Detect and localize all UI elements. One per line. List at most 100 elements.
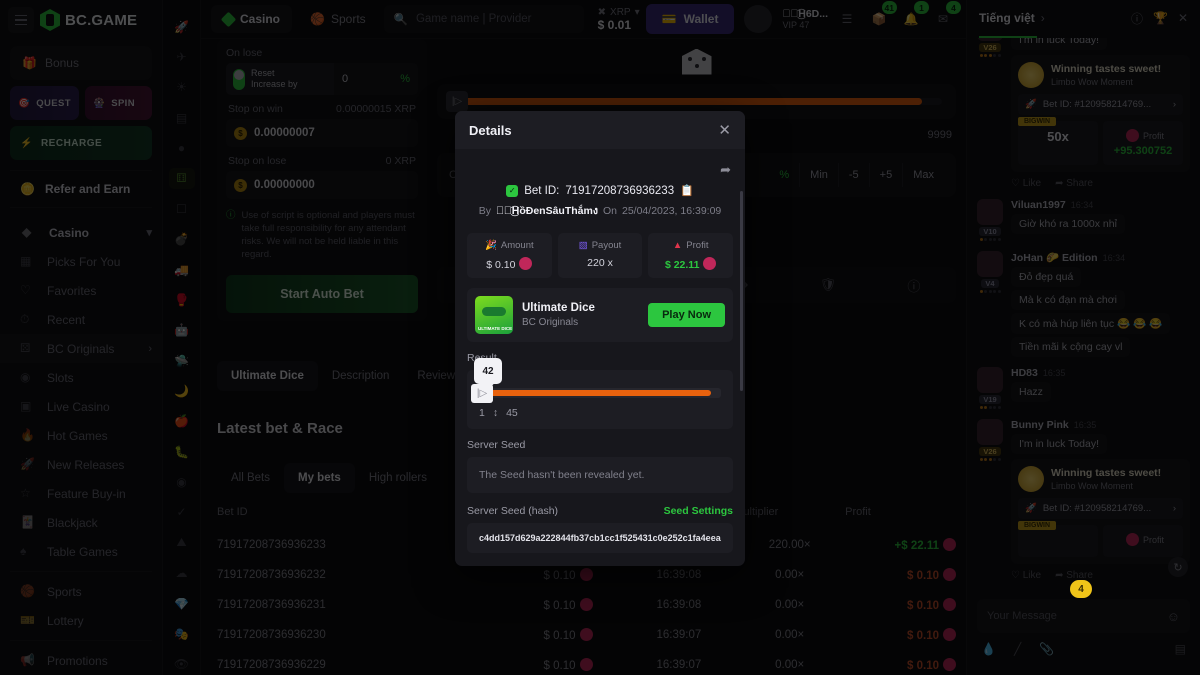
sidebar-item-new-releases[interactable]: 🚀 New Releases <box>0 450 162 479</box>
share-button[interactable]: ➦ Share <box>1055 178 1093 189</box>
rail-robot-icon[interactable]: 🤖 <box>174 323 189 338</box>
chat-message-input[interactable]: Your Message ☺ <box>977 599 1190 633</box>
avatar[interactable]: V10 <box>977 199 1003 241</box>
attachment-icon[interactable]: 📎 <box>1039 642 1055 656</box>
sidebar-item-bc-originals[interactable]: ⚄ BC Originals › <box>0 334 162 363</box>
win-card[interactable]: Winning tastes sweet! Limbo Wow Moment 🚀 Be… <box>1011 55 1190 172</box>
menu-toggle-icon[interactable] <box>8 7 34 33</box>
win-bet-id[interactable]: 🚀 Bet ID: #120958214769... › <box>1018 94 1183 115</box>
rail-apple-icon[interactable]: 🍎 <box>174 414 189 429</box>
rail-bug-icon[interactable]: 🐛 <box>174 444 189 459</box>
rail-ufo-icon[interactable]: 🛸 <box>174 353 189 368</box>
sidebar-item-favorites[interactable]: ♡ Favorites <box>0 276 162 305</box>
author-name[interactable]: ঔৣ͜͡HồĐenSâuThắmง <box>496 205 598 217</box>
message-author[interactable]: JoHan 🌮 Edition <box>1011 252 1098 264</box>
tab-my-bets[interactable]: My bets <box>284 463 355 493</box>
share-button[interactable]: ➦ Share <box>1055 570 1093 581</box>
increase-value[interactable]: 0 <box>342 73 349 85</box>
modal-scrollbar[interactable] <box>740 191 743 391</box>
sidebar-item-feature-buy-in[interactable]: ☆ Feature Buy-in <box>0 479 162 508</box>
seed-settings-link[interactable]: Seed Settings <box>663 505 733 517</box>
fairness-icon[interactable]: 🛡 <box>819 277 837 292</box>
bonus-card[interactable]: 🎁 Bonus <box>10 46 152 80</box>
bell-icon[interactable]: 🔔 1 <box>898 1 929 32</box>
message-author[interactable]: Viluan1997 <box>1011 199 1066 211</box>
rail-dice-icon[interactable]: ⚅ <box>168 167 195 190</box>
more-menu-icon[interactable]: ☰ <box>841 12 853 26</box>
rail-card-icon[interactable]: ▤ <box>175 110 188 125</box>
rail-plane-icon[interactable]: ✈ <box>176 50 187 65</box>
brand-logo[interactable]: BC.GAME <box>40 9 137 31</box>
sidebar-item-slots[interactable]: ◉ Slots <box>0 363 162 392</box>
sidebar-item-casino[interactable]: ◆ Casino ▾ <box>0 218 162 247</box>
search-input[interactable]: 🔍 Game name | Provider <box>383 5 584 33</box>
sidebar-item-promotions[interactable]: 📢 Promotions <box>0 646 162 675</box>
user-block[interactable]: ঔৣ͜͡H6D... VIP 47 <box>782 8 828 30</box>
rail-mountain-icon[interactable]: ⛰ <box>176 535 187 550</box>
messages-icon[interactable]: ✉ 4 <box>930 1 961 32</box>
plus-5-button[interactable]: +5 <box>868 163 903 187</box>
tab-reviews[interactable]: Reviews <box>403 361 474 391</box>
stop-on-lose-input[interactable]: $ 0.00000000 <box>226 171 418 199</box>
close-icon[interactable]: ✕ <box>718 122 731 139</box>
sidebar-item-sports[interactable]: 🏀 Sports <box>0 577 162 606</box>
reset-toggle[interactable] <box>233 68 245 90</box>
unread-counter-badge[interactable]: 4 <box>1070 580 1092 598</box>
sidebar-item-live-casino[interactable]: ▣ Live Casino <box>0 392 162 421</box>
chevron-right-icon[interactable]: › <box>1040 11 1045 25</box>
sidebar-item-picks-for-you[interactable]: ▦ Picks For You <box>0 247 162 276</box>
spin-button[interactable]: 🎡 SPIN <box>84 86 152 120</box>
wallet-button[interactable]: 💳 Wallet <box>645 4 735 34</box>
server-seed-hash-box[interactable]: c4dd157d629a222844fb37cb1cc1f525431c0e25… <box>467 523 733 553</box>
rail-mask-icon[interactable]: 🎭 <box>174 626 189 641</box>
table-row[interactable]: 71917208736936230 $ 0.10 16:39:07 0.00× $ 0.… <box>217 620 956 650</box>
rail-frame-icon[interactable]: ☐ <box>176 201 187 216</box>
rail-ball-icon[interactable]: ● <box>177 141 186 156</box>
play-now-button[interactable]: Play Now <box>648 303 725 327</box>
table-row[interactable]: 71917208736936229 $ 0.10 16:39:07 0.00× $ 0.… <box>217 650 956 675</box>
win-card[interactable]: Winning tastes sweet! Limbo Wow Moment 🚀 Be… <box>1011 459 1190 564</box>
avatar[interactable]: V26 <box>977 419 1003 581</box>
rail-eye-icon[interactable]: 👁 <box>173 657 190 672</box>
sidebar-item-recent[interactable]: ⏱ Recent <box>0 305 162 334</box>
scroll-to-bottom-icon[interactable]: ↻ <box>1168 557 1188 577</box>
avatar[interactable] <box>744 5 773 33</box>
quest-button[interactable]: 🎯 QUEST <box>10 86 79 120</box>
table-row[interactable]: 71917208736936232 $ 0.10 16:39:08 0.00× $ 0.… <box>217 560 956 590</box>
minus-5-button[interactable]: -5 <box>837 163 869 187</box>
sidebar-item-blackjack[interactable]: 🃏 Blackjack <box>0 508 162 537</box>
rail-rocket-icon[interactable]: 🚀 <box>174 19 189 34</box>
rail-moon-icon[interactable]: 🌙 <box>174 383 189 398</box>
stop-on-win-input[interactable]: $ 0.00000007 <box>226 119 418 147</box>
min-button[interactable]: Min <box>799 163 838 187</box>
avatar[interactable]: V19 <box>977 367 1003 409</box>
slider-track[interactable]: |▷ <box>446 91 942 112</box>
sidebar-item-table-games[interactable]: ♠ Table Games <box>0 537 162 566</box>
copy-icon[interactable]: 📋 <box>680 185 694 197</box>
close-icon[interactable]: ✕ <box>1177 11 1188 25</box>
slider-knob[interactable]: |▷ <box>446 91 468 112</box>
start-auto-bet-button[interactable]: Start Auto Bet <box>226 275 418 313</box>
rail-rod-icon[interactable]: ✓ <box>176 505 187 520</box>
win-bet-id[interactable]: 🚀 Bet ID: #120958214769... › <box>1018 498 1183 519</box>
like-button[interactable]: ♡ Like <box>1011 570 1042 581</box>
info-icon[interactable]: ⓘ <box>1130 11 1143 26</box>
rail-wheel-icon[interactable]: ☀ <box>176 80 187 95</box>
share-icon[interactable]: ➦ <box>720 162 731 177</box>
on-lose-control[interactable]: Reset Increase by 0 % <box>226 63 418 95</box>
max-button[interactable]: Max <box>902 163 944 187</box>
rail-truck-icon[interactable]: 🚚 <box>174 262 189 277</box>
tab-sports[interactable]: 🏀 Sports <box>298 5 378 33</box>
tab-casino[interactable]: Casino <box>211 5 293 33</box>
recharge-button[interactable]: ⚡ RECHARGE <box>10 126 152 160</box>
avatar[interactable]: V4 <box>977 251 1003 357</box>
rail-boxing-icon[interactable]: 🥊 <box>174 292 189 307</box>
currency-selector[interactable]: ✖ XRP ▾ $ 0.01 <box>598 7 640 32</box>
tip-icon[interactable]: ╱ <box>1013 642 1022 656</box>
help-icon[interactable]: ⓘ <box>907 278 921 294</box>
table-row[interactable]: 71917208736936231 $ 0.10 16:39:08 0.00× $ 0.… <box>217 590 956 620</box>
tab-high-rollers[interactable]: High rollers <box>355 463 441 493</box>
chest-icon[interactable]: 📦 41 <box>866 1 897 32</box>
tab-description[interactable]: Description <box>318 361 404 391</box>
